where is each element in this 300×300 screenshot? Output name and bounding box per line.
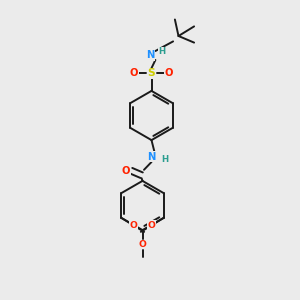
Text: N: N: [146, 50, 154, 61]
Text: O: O: [130, 221, 137, 230]
Text: N: N: [147, 152, 156, 162]
Text: O: O: [165, 68, 173, 79]
Text: O: O: [122, 166, 130, 176]
Text: H: H: [159, 47, 166, 56]
Text: O: O: [139, 240, 146, 249]
Text: H: H: [161, 154, 168, 164]
Text: O: O: [148, 221, 155, 230]
Text: O: O: [130, 68, 138, 79]
Text: S: S: [148, 68, 155, 79]
